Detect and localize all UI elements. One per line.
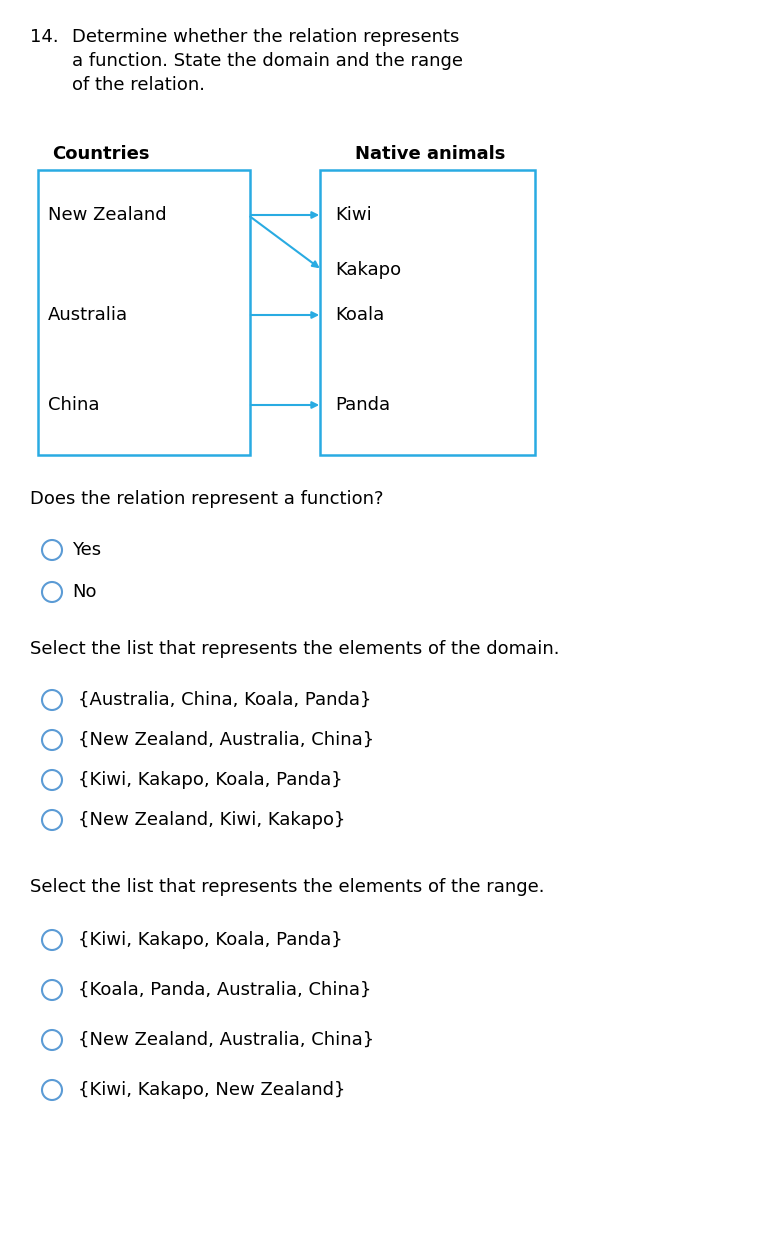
Text: Koala: Koala	[335, 306, 384, 325]
Text: {New Zealand, Kiwi, Kakapo}: {New Zealand, Kiwi, Kakapo}	[78, 811, 346, 829]
Text: Select the list that represents the elements of the domain.: Select the list that represents the elem…	[30, 640, 560, 658]
Text: {Australia, China, Koala, Panda}: {Australia, China, Koala, Panda}	[78, 691, 371, 710]
Text: 14.: 14.	[30, 28, 59, 47]
Text: Yes: Yes	[72, 541, 101, 559]
Text: Countries: Countries	[52, 145, 149, 164]
Text: China: China	[48, 396, 99, 414]
Text: Determine whether the relation represents: Determine whether the relation represent…	[72, 28, 460, 47]
Text: Kakapo: Kakapo	[335, 260, 401, 279]
Text: {New Zealand, Australia, China}: {New Zealand, Australia, China}	[78, 1032, 374, 1049]
Text: {New Zealand, Australia, China}: {New Zealand, Australia, China}	[78, 731, 374, 749]
Text: Does the relation represent a function?: Does the relation represent a function?	[30, 491, 383, 508]
Text: Native animals: Native animals	[355, 145, 505, 164]
Text: of the relation.: of the relation.	[72, 75, 205, 94]
Text: a function. State the domain and the range: a function. State the domain and the ran…	[72, 52, 463, 70]
Text: Panda: Panda	[335, 396, 390, 414]
Text: {Koala, Panda, Australia, China}: {Koala, Panda, Australia, China}	[78, 981, 371, 999]
Text: Kiwi: Kiwi	[335, 206, 372, 224]
Text: No: No	[72, 582, 96, 601]
Text: New Zealand: New Zealand	[48, 206, 166, 224]
Text: {Kiwi, Kakapo, New Zealand}: {Kiwi, Kakapo, New Zealand}	[78, 1081, 346, 1099]
Text: {Kiwi, Kakapo, Koala, Panda}: {Kiwi, Kakapo, Koala, Panda}	[78, 771, 343, 789]
Text: Select the list that represents the elements of the range.: Select the list that represents the elem…	[30, 878, 544, 896]
Text: Australia: Australia	[48, 306, 128, 325]
Text: {Kiwi, Kakapo, Koala, Panda}: {Kiwi, Kakapo, Koala, Panda}	[78, 931, 343, 949]
